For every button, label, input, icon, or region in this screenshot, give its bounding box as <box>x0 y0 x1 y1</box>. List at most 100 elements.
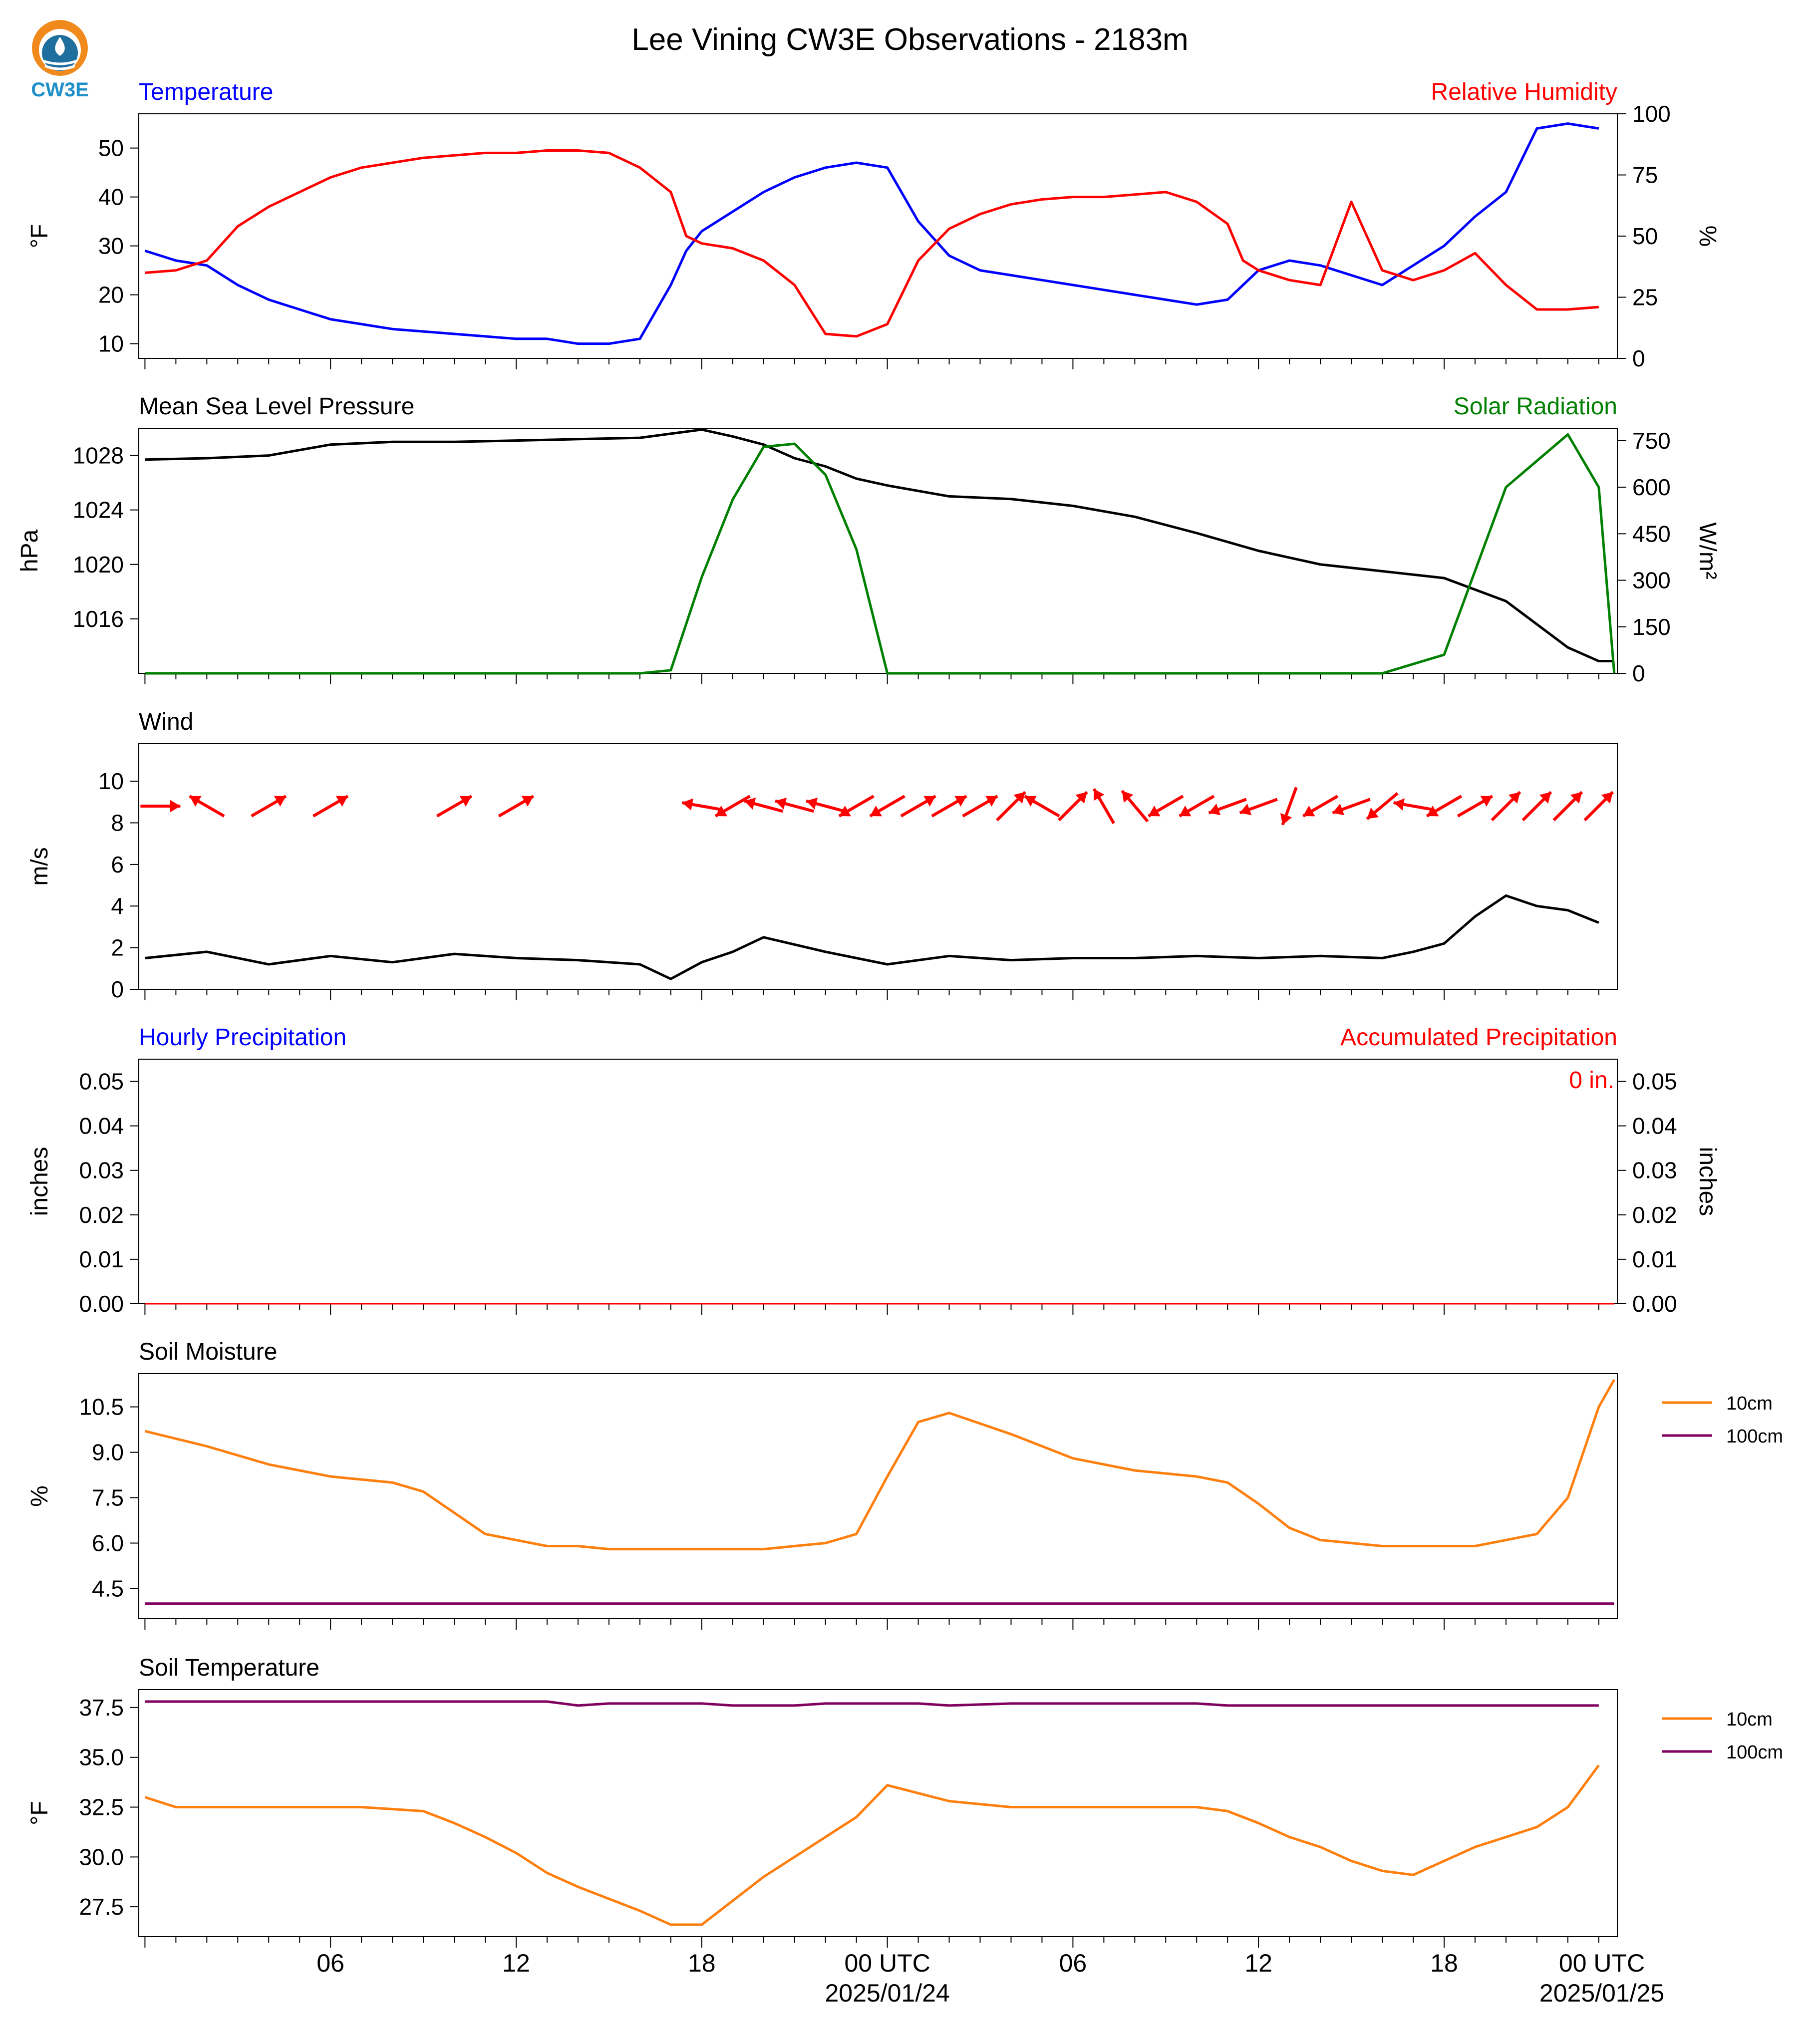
y-tick-label-right: 0.05 <box>1632 1069 1677 1095</box>
panel-3: Wind 0 2 4 6 8 10 m/s <box>26 709 1618 1002</box>
wind-arrow-head <box>1024 796 1037 807</box>
plot-frame <box>138 1689 1618 1937</box>
legend-label: 10cm <box>1726 1709 1773 1730</box>
y-tick-label: 8 <box>111 810 124 836</box>
wind-arrow-head <box>1303 806 1315 817</box>
wind-arrow-head <box>1427 806 1439 817</box>
logo-text: CW3E <box>31 79 89 101</box>
y-axis-label: m/s <box>26 847 53 885</box>
wind-arrow-head <box>1367 808 1379 819</box>
y-axis-label: inches <box>26 1147 53 1216</box>
wind-arrow-head <box>775 798 787 810</box>
wind-arrow-head <box>744 798 756 810</box>
wind-arrow-head <box>715 806 728 817</box>
wind-arrow-head <box>1539 792 1551 804</box>
y-tick-label-right: 150 <box>1632 614 1671 640</box>
y-tick-label-right: 0.00 <box>1632 1291 1677 1317</box>
panel-label-left: Temperature <box>139 79 273 105</box>
wind-arrow-head <box>954 796 967 807</box>
wind-arrow-head <box>335 796 348 807</box>
panel-label-right: Relative Humidity <box>1431 79 1617 105</box>
panel-1: Temperature Relative Humidity 10 20 30 40 50 0 2… <box>26 79 1721 371</box>
series-line-1 <box>145 433 1616 675</box>
y-tick-label: 6 <box>111 852 124 877</box>
figure-title: Lee Vining CW3E Observations - 2183m <box>631 22 1188 57</box>
wind-arrow-head <box>1393 798 1405 811</box>
panel-label-left: Soil Moisture <box>139 1339 277 1365</box>
panel-4: Hourly Precipitation Accumulated Precipit… <box>26 1024 1721 1317</box>
wind-arrow-head <box>1013 792 1025 804</box>
y-tick-label-right: 100 <box>1632 101 1671 127</box>
series-line-0 <box>144 122 1599 345</box>
y-tick-label: 1020 <box>73 552 124 578</box>
y-tick-label: 35.0 <box>79 1744 124 1770</box>
y-tick-label: 0.01 <box>79 1246 124 1272</box>
y-tick-label: 27.5 <box>79 1894 124 1920</box>
y-tick-label-right: 50 <box>1632 223 1658 249</box>
wind-arrow-head <box>839 806 851 817</box>
wind-arrow-head <box>1332 804 1345 816</box>
wind-arrow-head <box>1480 796 1493 807</box>
x-tick-label: 12 <box>1244 1949 1272 1977</box>
wind-arrow-head <box>1122 791 1134 803</box>
y-tick-label: 32.5 <box>79 1794 124 1820</box>
x-tick-label: 06 <box>1059 1949 1087 1977</box>
y-tick-label: 30 <box>98 233 124 259</box>
x-tick-label: 18 <box>688 1949 716 1977</box>
y-tick-label-right: 300 <box>1632 568 1671 593</box>
series-line-0 <box>144 1764 1600 1926</box>
y-axis-label: hPa <box>16 529 43 572</box>
plot-frame <box>138 428 1618 674</box>
wind-arrow-head <box>521 796 534 807</box>
wind-arrow-head <box>806 798 818 810</box>
y-tick-label: 50 <box>98 135 124 161</box>
y-tick-label: 9.0 <box>92 1440 124 1465</box>
wind-arrow-head <box>459 796 472 807</box>
plot-frame <box>138 113 1618 359</box>
x-tick-label: 00 UTC <box>1559 1949 1645 1977</box>
wind-arrow-head <box>682 798 693 811</box>
wind-arrow-head <box>274 796 286 807</box>
series-line-1 <box>145 1700 1599 1707</box>
y-axis-label: °F <box>26 224 53 249</box>
y-tick-label: 4 <box>111 893 124 919</box>
wind-arrow-head <box>1179 806 1192 817</box>
y-tick-label: 0.04 <box>79 1113 124 1139</box>
y-tick-label: 30.0 <box>79 1844 124 1870</box>
series-line-0 <box>144 1379 1615 1551</box>
y-tick-label-right: 25 <box>1632 285 1658 310</box>
y-tick-label-right: 0.02 <box>1632 1202 1677 1228</box>
y-tick-label-right: 0.04 <box>1632 1113 1677 1139</box>
panel-label-left: Wind <box>139 709 193 735</box>
y-tick-label-right: 450 <box>1632 521 1671 547</box>
y-tick-label: 40 <box>98 184 124 210</box>
y-tick-label: 0.02 <box>79 1202 124 1228</box>
series-line-0 <box>145 428 1614 662</box>
y-tick-label-right: 75 <box>1632 162 1658 188</box>
y-axis-label-right: inches <box>1694 1147 1721 1216</box>
y-tick-label: 10 <box>98 331 124 357</box>
wind-arrow-head <box>1508 792 1520 804</box>
wind-arrow-head <box>1075 792 1087 804</box>
y-tick-label: 7.5 <box>92 1485 124 1511</box>
y-tick-label: 1016 <box>73 606 124 632</box>
panel-label-left: Hourly Precipitation <box>139 1024 346 1051</box>
panel-2: Mean Sea Level Pressure Solar Radiation 10… <box>16 393 1721 686</box>
legend-label: 100cm <box>1726 1742 1783 1763</box>
wind-arrow-head <box>1280 813 1292 825</box>
y-tick-label: 10.5 <box>79 1394 124 1420</box>
y-axis-label: °F <box>26 1801 53 1825</box>
wind-arrow-head <box>170 800 181 813</box>
panel-label-left: Soil Temperature <box>139 1655 319 1681</box>
x-tick-label: 18 <box>1430 1949 1458 1977</box>
y-tick-label-right: 0.01 <box>1632 1246 1677 1272</box>
x-tick-label: 12 <box>502 1949 530 1977</box>
y-tick-label-right: 750 <box>1632 428 1671 454</box>
panel-6: Soil Temperature 27.5 30.0 32.5 35.0 37.5 °F 10… <box>26 1655 1783 1948</box>
wind-arrow-head <box>1148 806 1161 817</box>
y-tick-label: 0 <box>111 976 124 1002</box>
x-date-label: 2025/01/25 <box>1539 1979 1664 2007</box>
panels: Temperature Relative Humidity102030405002… <box>16 79 1783 1948</box>
y-tick-label-right: 0 <box>1632 345 1645 371</box>
